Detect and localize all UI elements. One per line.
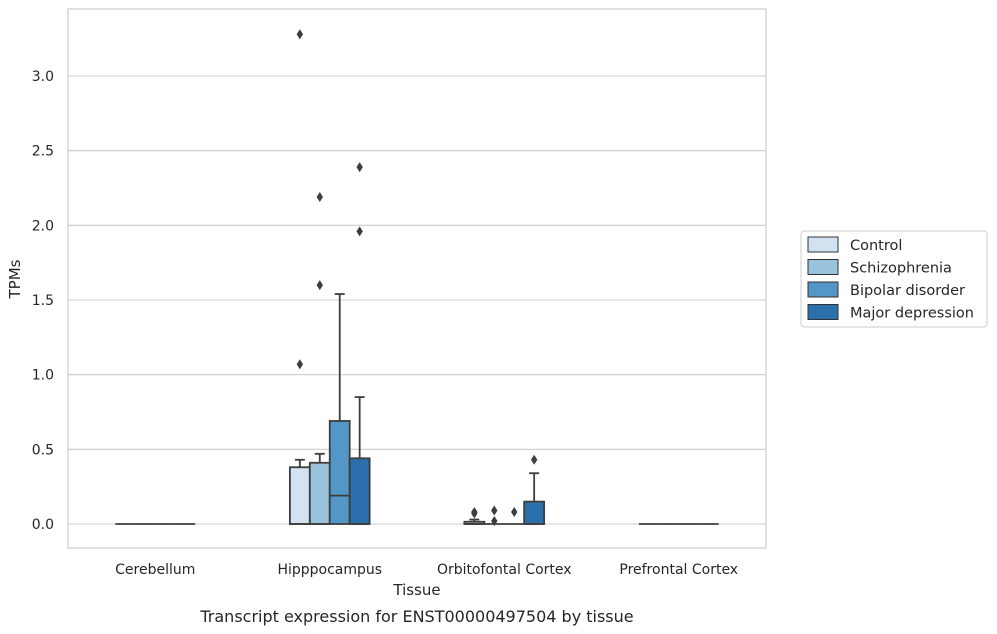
x-tick-label: Cerebellum <box>115 562 195 578</box>
y-axis-title: TPMs <box>6 259 24 299</box>
legend-frame <box>800 230 988 328</box>
box <box>348 457 371 525</box>
outlier-point <box>511 507 518 518</box>
box-group <box>348 162 371 525</box>
box-group <box>463 507 486 525</box>
legend: Control Schizophrenia Bipolar disorder Majo… <box>800 230 988 328</box>
outlier-point <box>316 191 323 202</box>
legend-label: Bipolar disorder <box>850 283 965 299</box>
x-tick-label: Orbitofontal Cortex <box>437 562 572 578</box>
box-group <box>328 293 351 525</box>
outlier-point <box>356 162 363 173</box>
plot-frame <box>67 8 767 549</box>
y-tick-label: 1.5 <box>32 293 54 309</box>
box <box>308 461 331 525</box>
y-tick-label: 1.0 <box>32 368 54 384</box>
y-tick-label: 0.5 <box>32 442 54 458</box>
box-group <box>484 505 505 527</box>
y-tick-label: 2.0 <box>32 218 54 234</box>
y-tick-label: 3.0 <box>32 69 54 85</box>
outlier-point <box>316 280 323 291</box>
x-tick-label: Prefrontal Cortex <box>619 562 738 578</box>
box-group <box>288 29 311 525</box>
legend-swatch <box>807 304 839 320</box>
box-group <box>308 191 331 525</box>
x-tick-label: Hipppocampus <box>277 562 382 578</box>
box-group <box>504 507 525 525</box>
legend-swatch <box>807 236 839 253</box>
outlier-point <box>296 359 304 370</box>
y-tick-label: 0.0 <box>32 517 54 533</box>
outlier-point <box>491 516 498 527</box>
figure-caption: Transcript expression for ENST0000049750… <box>199 607 633 626</box>
outlier-point <box>530 454 538 465</box>
legend-label: Major depression <box>850 306 974 322</box>
legend-label: Schizophrenia <box>850 261 952 277</box>
box <box>328 420 351 525</box>
box <box>288 466 311 525</box>
y-tick-label: 2.5 <box>32 144 54 160</box>
x-axis-title: Tissue <box>392 581 440 599</box>
outlier-point <box>296 29 304 40</box>
outlier-point <box>356 226 363 237</box>
legend-swatch <box>807 259 839 275</box>
legend-swatch <box>807 281 839 298</box>
outlier-point <box>491 505 498 516</box>
outlier-point <box>471 507 478 518</box>
plot-marks <box>115 29 719 527</box>
box-group <box>523 454 546 525</box>
box <box>523 500 546 525</box>
gridlines <box>68 75 766 525</box>
legend-label: Control <box>850 238 902 254</box>
x-tick-labels: Cerebellum Hipppocampus Orbitofontal Corte… <box>115 562 738 578</box>
y-tick-labels: 0.0 0.5 1.0 1.5 2.0 2.5 3.0 <box>32 69 54 533</box>
